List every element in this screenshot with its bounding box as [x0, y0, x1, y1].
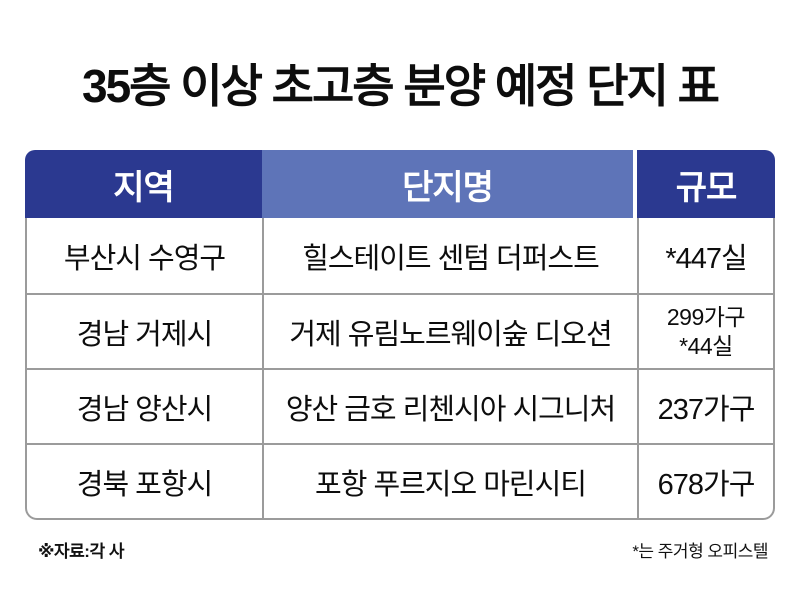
cell-complex-name: 포항 푸르지오 마린시티: [262, 445, 637, 518]
cell-scale: *447실: [637, 218, 773, 293]
table-row: 경북 포항시 포항 푸르지오 마린시티 678가구: [27, 443, 773, 518]
column-header-region: 지역: [25, 150, 262, 218]
cell-complex-name: 양산 금호 리첸시아 시그니처: [262, 370, 637, 443]
cell-region: 경남 양산시: [76, 393, 213, 426]
page-title: 35층 이상 초고층 분양 예정 단지 표: [81, 60, 720, 112]
scale-line: 678가구: [657, 468, 756, 501]
header-column-divider: [633, 150, 637, 218]
table-row: 경남 양산시 양산 금호 리첸시아 시그니처 237가구: [27, 368, 773, 443]
legend-footnote: *는 주거형 오피스텔: [632, 542, 768, 561]
source-footnote: ※자료:각 사: [38, 542, 124, 561]
table-body: 부산시 수영구 힐스테이트 센텀 더퍼스트 *447실 경남 거제시 거제 유림…: [25, 218, 775, 520]
cell-region: 경북 포항시: [76, 468, 213, 501]
cell-complex-name: 힐스테이트 센텀 더퍼스트: [262, 218, 637, 293]
column-header-complex-name: 단지명: [262, 150, 633, 218]
cell-region: 경남 거제시: [76, 318, 213, 351]
column-header-scale: 규모: [637, 150, 775, 218]
cell-scale: 237가구: [637, 370, 773, 443]
cell-scale: 299가구 *44실: [637, 295, 773, 368]
apartment-presale-table: 지역 단지명 규모 부산시 수영구 힐스테이트 센텀 더퍼스트 *447실 경남…: [25, 150, 775, 520]
scale-line: 299가구: [666, 303, 746, 330]
cell-region: 부산시 수영구: [63, 242, 226, 275]
scale-line: *44실: [679, 332, 733, 359]
table-row: 경남 거제시 거제 유림노르웨이숲 디오션 299가구 *44실: [27, 293, 773, 368]
cell-scale: 678가구: [637, 445, 773, 518]
cell-complex-name: 거제 유림노르웨이숲 디오션: [262, 295, 637, 368]
scale-line: 237가구: [657, 393, 756, 426]
scale-line: *447실: [665, 242, 747, 275]
table-row: 부산시 수영구 힐스테이트 센텀 더퍼스트 *447실: [27, 218, 773, 293]
table-header-row: 지역 단지명 규모: [25, 150, 775, 218]
